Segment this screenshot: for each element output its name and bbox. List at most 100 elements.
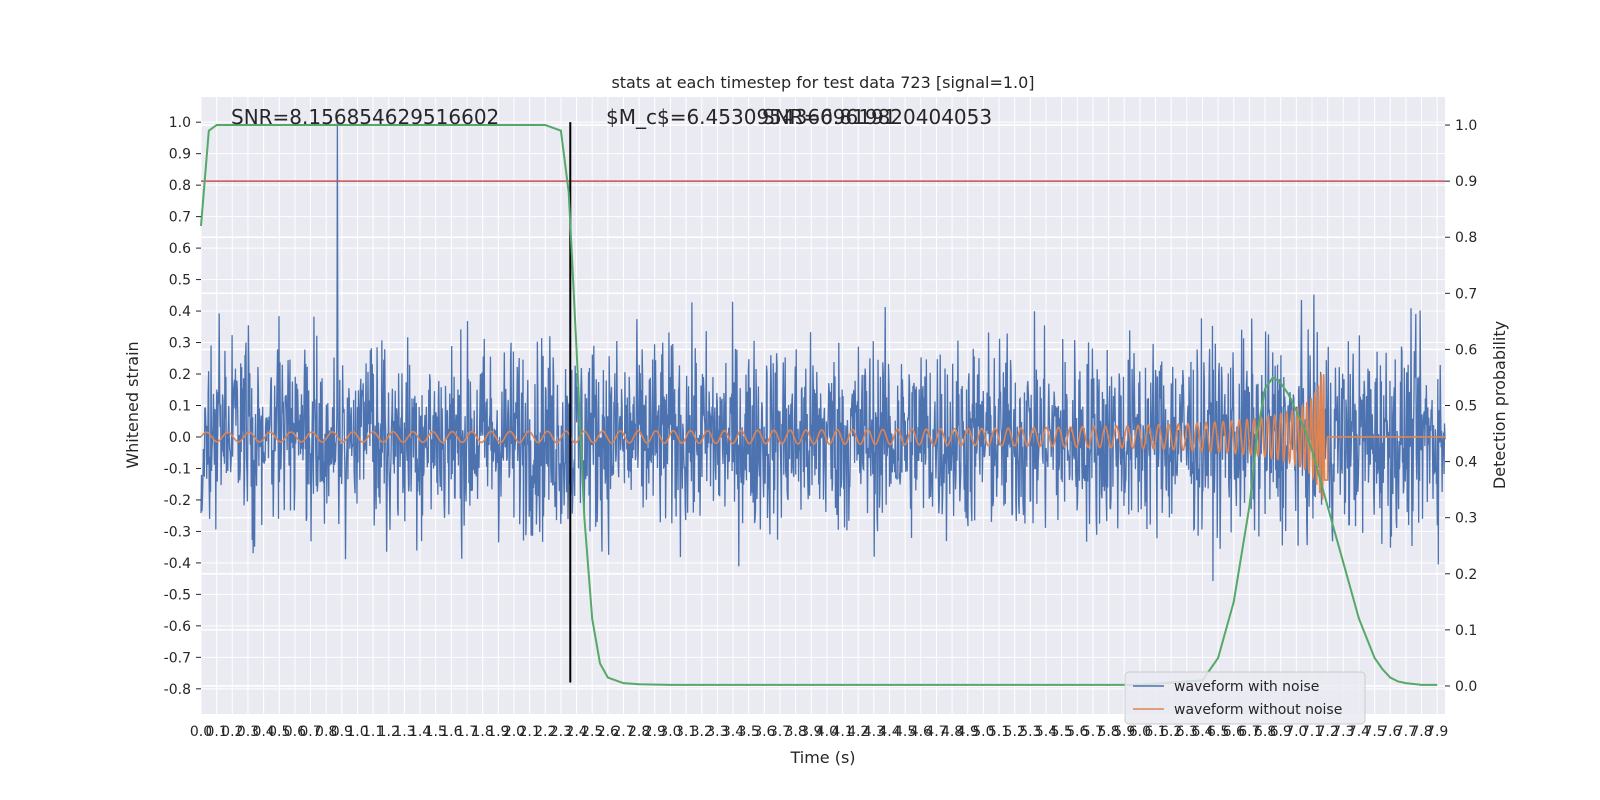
- right-y-tick-label: 0.9: [1455, 174, 1477, 190]
- x-tick-label: 0.5: [268, 724, 290, 740]
- x-tick-label: 2.1: [518, 724, 540, 740]
- left-y-tick-label: 0.3: [169, 336, 191, 352]
- x-tick-label: 0.3: [237, 724, 259, 740]
- left-y-tick-label: 0.6: [169, 241, 191, 257]
- left-y-tick-label: -0.2: [164, 493, 191, 509]
- noise-waveform-path: [200, 122, 1446, 581]
- x-tick-label: 4.7: [925, 724, 947, 740]
- x-tick-label: 6.7: [1238, 724, 1260, 740]
- left-y-tick-label: 0.4: [169, 304, 191, 320]
- x-tick-label: 6.4: [1191, 724, 1213, 740]
- right-y-axis-label: Detection probability: [1490, 321, 1509, 489]
- x-tick-label: 7.2: [1317, 724, 1339, 740]
- x-tick-label: 3.5: [738, 724, 760, 740]
- x-tick-label: 6.3: [1176, 724, 1198, 740]
- x-tick-label: 7.1: [1301, 724, 1323, 740]
- x-tick-label: 4.5: [894, 724, 916, 740]
- legend-entry-signal: waveform without noise: [1174, 702, 1342, 718]
- x-tick-label: 1.6: [440, 724, 462, 740]
- signal-waveform-path: [200, 374, 1445, 500]
- x-axis-ticks: 0.00.10.20.30.40.50.60.70.80.91.01.11.21…: [190, 724, 1448, 740]
- x-tick-label: 2.7: [612, 724, 634, 740]
- legend-box: [1124, 671, 1366, 725]
- legend: waveform with noise waveform without noi…: [1124, 671, 1366, 725]
- left-y-tick-label: 0.2: [169, 367, 191, 383]
- chirp-mass-annotation: $M_c$=6.453095436096191: [606, 105, 896, 129]
- x-tick-label: 3.1: [675, 724, 697, 740]
- x-tick-label: 1.1: [362, 724, 384, 740]
- x-tick-label: 6.8: [1254, 724, 1276, 740]
- x-tick-label: 6.9: [1270, 724, 1292, 740]
- x-tick-label: 2.2: [534, 724, 556, 740]
- left-y-tick-label: 0.8: [169, 178, 191, 194]
- left-y-tick-label: 0.5: [169, 273, 191, 289]
- left-y-axis-ticks: -0.8 -0.7 -0.6 -0.5 -0.4 -0.3 -0.2 -0.1 0.0 0.1 0.…: [164, 115, 201, 698]
- snr-annotation: SNR=8.156854629516602: [231, 105, 499, 129]
- x-tick-label: 0.6: [284, 724, 306, 740]
- left-y-tick-label: 0.0: [169, 430, 191, 446]
- x-tick-label: 1.4: [409, 724, 431, 740]
- x-axis-label: Time (s): [789, 748, 855, 767]
- x-tick-label: 3.4: [722, 724, 744, 740]
- right-y-tick-label: 0.5: [1455, 399, 1477, 415]
- x-tick-label: 2.0: [503, 724, 525, 740]
- x-tick-label: 1.5: [425, 724, 447, 740]
- x-tick-label: 6.2: [1160, 724, 1182, 740]
- x-tick-label: 7.8: [1410, 724, 1432, 740]
- right-y-tick-label: 0.7: [1455, 286, 1477, 302]
- x-tick-label: 1.2: [378, 724, 400, 740]
- right-y-tick-label: 0.1: [1455, 623, 1477, 639]
- x-tick-label: 7.7: [1395, 724, 1417, 740]
- x-tick-label: 2.6: [597, 724, 619, 740]
- x-tick-label: 0.1: [206, 724, 228, 740]
- x-tick-label: 5.0: [972, 724, 994, 740]
- right-y-tick-label: 0.3: [1455, 511, 1477, 527]
- x-tick-label: 5.1: [988, 724, 1010, 740]
- left-y-tick-label: 1.0: [169, 115, 191, 131]
- x-tick-label: 0.0: [190, 724, 212, 740]
- x-tick-label: 1.0: [346, 724, 368, 740]
- x-tick-label: 3.0: [659, 724, 681, 740]
- x-tick-label: 3.3: [706, 724, 728, 740]
- right-y-tick-label: 0.2: [1455, 567, 1477, 583]
- x-tick-label: 5.2: [1004, 724, 1026, 740]
- snr-annotation-2: SNR=6.819820404053: [762, 105, 992, 129]
- x-tick-label: 0.7: [299, 724, 321, 740]
- x-tick-label: 1.9: [487, 724, 509, 740]
- right-y-tick-label: 1.0: [1455, 118, 1477, 134]
- x-tick-label: 5.6: [1066, 724, 1088, 740]
- x-tick-label: 1.7: [456, 724, 478, 740]
- x-tick-label: 4.8: [941, 724, 963, 740]
- noise-waveform: [200, 122, 1446, 581]
- signal-waveform: [200, 374, 1445, 500]
- x-tick-label: 5.5: [1050, 724, 1072, 740]
- x-tick-label: 7.5: [1363, 724, 1385, 740]
- legend-entry-noise: waveform with noise: [1174, 679, 1319, 695]
- x-tick-label: 7.9: [1426, 724, 1448, 740]
- x-tick-label: 4.4: [878, 724, 900, 740]
- x-tick-label: 0.2: [221, 724, 243, 740]
- left-y-tick-label: -0.5: [164, 587, 191, 603]
- x-tick-label: 5.9: [1113, 724, 1135, 740]
- x-tick-label: 7.0: [1285, 724, 1307, 740]
- left-y-tick-label: -0.1: [164, 461, 191, 477]
- x-tick-label: 4.0: [816, 724, 838, 740]
- x-tick-label: 4.3: [863, 724, 885, 740]
- x-tick-label: 7.6: [1379, 724, 1401, 740]
- x-tick-label: 6.6: [1223, 724, 1245, 740]
- x-tick-label: 7.3: [1332, 724, 1354, 740]
- x-tick-label: 4.6: [910, 724, 932, 740]
- right-y-tick-label: 0.6: [1455, 342, 1477, 358]
- left-y-tick-label: -0.4: [164, 556, 191, 572]
- x-tick-label: 2.9: [644, 724, 666, 740]
- x-tick-label: 2.4: [565, 724, 587, 740]
- x-tick-label: 7.4: [1348, 724, 1370, 740]
- x-tick-label: 1.8: [472, 724, 494, 740]
- left-y-tick-label: -0.6: [164, 619, 191, 635]
- left-y-tick-label: -0.7: [164, 650, 191, 666]
- x-tick-label: 6.1: [1144, 724, 1166, 740]
- x-tick-label: 4.9: [957, 724, 979, 740]
- x-tick-label: 0.8: [315, 724, 337, 740]
- left-y-tick-label: -0.8: [164, 682, 191, 698]
